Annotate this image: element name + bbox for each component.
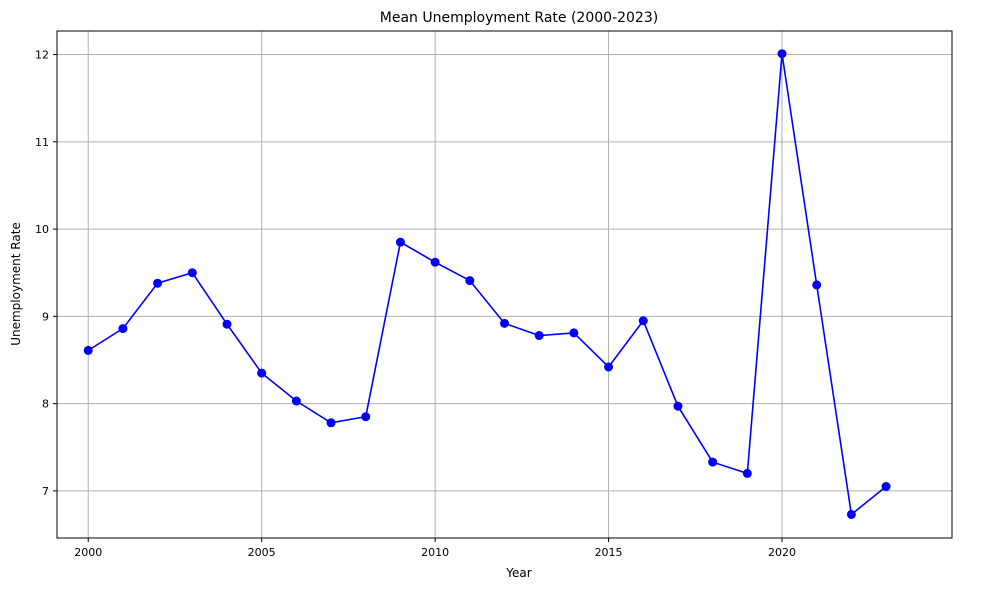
data-point <box>708 457 718 467</box>
data-point <box>604 362 614 372</box>
data-point <box>326 418 336 428</box>
data-point <box>83 345 93 355</box>
data-point <box>187 268 197 278</box>
y-tick-label: 12 <box>35 49 49 62</box>
y-tick-label: 11 <box>35 136 49 149</box>
data-point <box>465 276 475 286</box>
axes-frame <box>56 30 953 539</box>
data-point <box>846 509 856 519</box>
data-point <box>500 318 509 328</box>
y-tick-label: 10 <box>35 223 49 236</box>
chart-title: Mean Unemployment Rate (2000-2023) <box>380 10 658 26</box>
data-point <box>361 412 371 422</box>
data-point <box>257 368 267 378</box>
y-axis-ticks: 7 8 9 10 11 12 <box>35 49 57 498</box>
x-tick-label: 2020 <box>768 546 796 559</box>
data-point <box>430 257 440 267</box>
data-point <box>638 316 648 326</box>
y-tick-label: 9 <box>42 310 49 323</box>
y-tick-label: 7 <box>42 485 49 498</box>
data-point <box>118 324 128 334</box>
data-point <box>569 328 579 338</box>
data-point <box>153 278 163 288</box>
grid <box>57 31 952 538</box>
y-tick-label: 8 <box>42 398 49 411</box>
data-point <box>881 482 891 492</box>
series-line <box>87 53 887 516</box>
series-layer <box>83 49 891 519</box>
data-point <box>812 280 822 290</box>
data-point <box>222 319 232 329</box>
data-point <box>742 468 752 478</box>
data-point <box>673 401 683 411</box>
x-axis-ticks: 2000 2005 2010 2015 2020 <box>74 538 796 559</box>
data-point <box>291 396 301 406</box>
x-tick-label: 2015 <box>595 546 623 559</box>
x-tick-label: 2010 <box>421 546 449 559</box>
x-tick-label: 2000 <box>74 546 102 559</box>
data-point <box>395 237 405 247</box>
data-point <box>534 331 544 341</box>
x-tick-label: 2005 <box>248 546 276 559</box>
x-axis-label: Year <box>505 566 531 580</box>
data-point <box>777 49 787 59</box>
y-axis-label: Unemployment Rate <box>9 222 23 346</box>
